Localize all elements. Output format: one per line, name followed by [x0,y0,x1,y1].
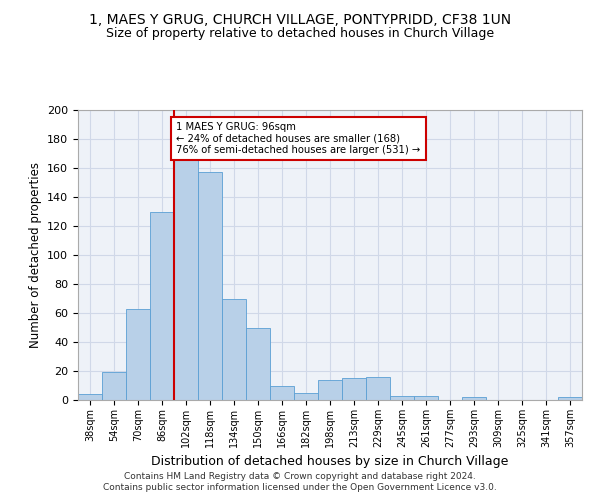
Bar [294,393,318,400]
Text: Size of property relative to detached houses in Church Village: Size of property relative to detached ho… [106,28,494,40]
X-axis label: Distribution of detached houses by size in Church Village: Distribution of detached houses by size … [151,456,509,468]
Bar [198,172,222,400]
Text: Contains public sector information licensed under the Open Government Licence v3: Contains public sector information licen… [103,484,497,492]
Bar [390,396,414,400]
Bar [558,397,582,400]
Y-axis label: Number of detached properties: Number of detached properties [29,162,41,348]
Bar [318,380,342,400]
Bar [126,308,150,400]
Text: 1, MAES Y GRUG, CHURCH VILLAGE, PONTYPRIDD, CF38 1UN: 1, MAES Y GRUG, CHURCH VILLAGE, PONTYPRI… [89,12,511,26]
Bar [414,396,438,400]
Bar [78,394,102,400]
Text: Contains HM Land Registry data © Crown copyright and database right 2024.: Contains HM Land Registry data © Crown c… [124,472,476,481]
Bar [102,372,126,400]
Text: 1 MAES Y GRUG: 96sqm
← 24% of detached houses are smaller (168)
76% of semi-deta: 1 MAES Y GRUG: 96sqm ← 24% of detached h… [176,122,421,155]
Bar [174,154,198,400]
Bar [150,212,174,400]
Bar [222,298,246,400]
Bar [246,328,270,400]
Bar [270,386,294,400]
Bar [366,377,390,400]
Bar [462,397,486,400]
Bar [342,378,366,400]
